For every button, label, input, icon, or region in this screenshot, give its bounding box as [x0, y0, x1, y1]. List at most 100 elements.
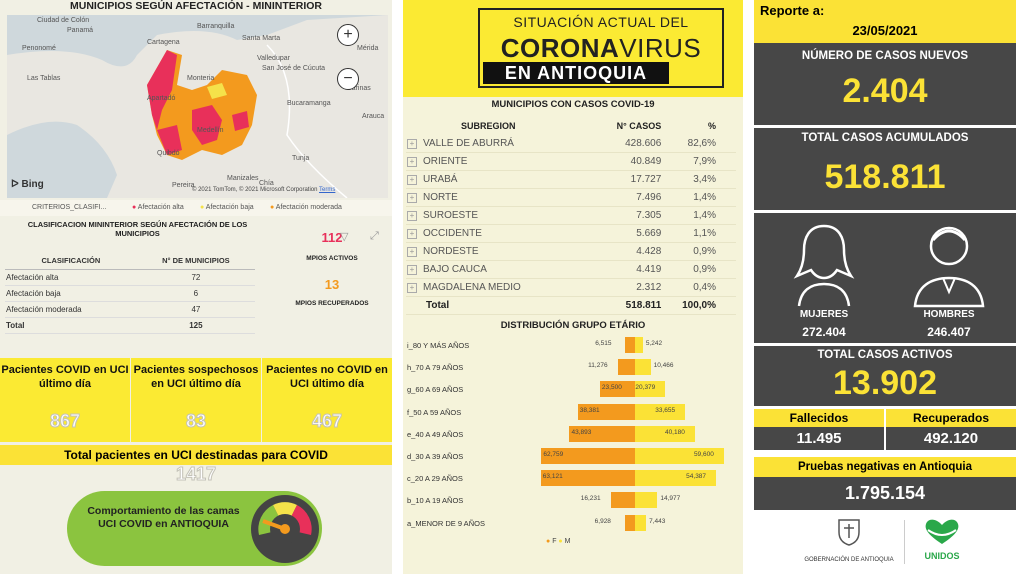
expand-plus-icon[interactable]: +: [407, 193, 417, 203]
mpios-recuperados-card: 13 MPIOS RECUPERADOS: [282, 277, 382, 307]
title-line2: CORONAVIRUS: [478, 33, 724, 64]
map-drawing: [7, 15, 388, 198]
bar-male[interactable]: [635, 337, 643, 353]
table-row[interactable]: + OCCIDENTE 5.669 1,1%: [406, 224, 736, 243]
map-place: Ciudad de Colón: [37, 17, 90, 24]
affectation-map[interactable]: Ciudad de Colón Panamá Penonomé Las Tabl…: [7, 15, 388, 198]
expand-plus-icon[interactable]: +: [407, 265, 417, 275]
acumulados-label: TOTAL CASOS ACUMULADOS: [801, 132, 969, 144]
bar-female[interactable]: [618, 359, 635, 376]
column-header: %: [707, 121, 716, 131]
bar-male-label: 7,443: [649, 517, 666, 525]
table-row[interactable]: + URABÁ 17.727 3,4%: [406, 170, 736, 189]
map-place: Monteria: [187, 75, 215, 82]
bar-female[interactable]: [625, 337, 635, 353]
bar-female-label: 62,759: [543, 451, 564, 458]
table-row[interactable]: + BAJO CAUCA 4.419 0,9%: [406, 260, 736, 279]
gobernacion-text: GOBERNACIÓN DE ANTIOQUIA: [804, 557, 894, 563]
recuperados-label: Recuperados: [886, 409, 1016, 427]
bar-male[interactable]: [635, 514, 647, 531]
row-name: NORDESTE: [423, 246, 479, 257]
bar-female[interactable]: [541, 448, 635, 464]
row-name: URABÁ: [423, 174, 458, 185]
legend-item-moderada: ● Afectación moderada: [270, 204, 342, 211]
map-place: Pereira: [172, 182, 195, 189]
filter-icon[interactable]: ▽: [340, 231, 349, 243]
row-cases: 428.606: [599, 135, 663, 153]
bar-male[interactable]: [635, 425, 695, 442]
hombres-value: 246.407: [927, 325, 971, 339]
bar-male[interactable]: [635, 403, 686, 420]
column-header: SUBREGION: [461, 121, 516, 131]
expand-plus-icon[interactable]: +: [407, 211, 417, 221]
expand-plus-icon[interactable]: +: [407, 139, 417, 149]
table-row[interactable]: + NORTE 7.496 1,4%: [406, 188, 736, 207]
row-name: VALLE DE ABURRÁ: [423, 138, 514, 149]
column-header: CLASIFICACIÓN: [5, 251, 137, 270]
zoom-out-button[interactable]: −: [337, 68, 359, 90]
dot-icon: ●: [546, 538, 551, 545]
legend-label: CRITERIOS_CLASIFI...: [32, 204, 107, 211]
activos-card: TOTAL CASOS ACTIVOS 13.902: [754, 346, 1016, 406]
table-row[interactable]: + NORDESTE 4.428 0,9%: [406, 242, 736, 261]
bar-male-label: 40,180: [664, 428, 685, 436]
zoom-in-button[interactable]: +: [337, 24, 359, 46]
uci-total-banner: Total pacientes en UCI destinadas para C…: [0, 445, 392, 465]
table-row[interactable]: + SUROESTE 7.305 1,4%: [406, 206, 736, 225]
table-row[interactable]: + ORIENTE 40.849 7,9%: [406, 152, 736, 171]
uci-sospechosos-label: Pacientes sospechosos en UCI último día: [131, 358, 261, 442]
map-place: Penonomé: [22, 45, 56, 52]
bar-female[interactable]: [599, 381, 635, 398]
age-distribution-chart: i_80 Y MÁS AÑOS 6,515 5,242 h_70 A 79 AÑOS 1…: [403, 335, 743, 540]
bar-male[interactable]: [635, 470, 717, 487]
row-cases: 40.849: [599, 152, 663, 171]
age-category-label: e_40 A 49 AÑOS: [407, 429, 464, 439]
legend-item-baja: ● Afectación baja: [200, 204, 254, 211]
row-cases: 2.312: [599, 278, 663, 297]
expand-plus-icon[interactable]: +: [407, 175, 417, 185]
row-pct: 0,9%: [662, 242, 736, 261]
map-place: Cartagena: [147, 39, 180, 46]
map-place: Chía: [259, 180, 274, 187]
row-name: BAJO CAUCA: [423, 264, 487, 275]
bar-female[interactable]: [624, 514, 635, 531]
row-value: 6: [136, 285, 255, 302]
terms-link[interactable]: Terms: [319, 187, 336, 193]
age-category-label: h_70 A 79 AÑOS: [407, 363, 464, 373]
bar-female[interactable]: [540, 470, 635, 487]
expand-icon[interactable]: ⤢: [370, 230, 379, 242]
map-legend: CRITERIOS_CLASIFI... ● Afectación alta ●…: [0, 200, 392, 216]
bar-female-label: 23,500: [601, 384, 622, 392]
bar-male[interactable]: [635, 381, 666, 398]
table-row: Afectación moderada 47: [5, 301, 255, 318]
title-line3: EN ANTIOQUIA: [483, 62, 669, 84]
mpios-recuperados-label: MPIOS RECUPERADOS: [295, 300, 369, 307]
table-row[interactable]: + VALLE DE ABURRÁ 428.606 82,6%: [406, 135, 736, 153]
bar-female[interactable]: [569, 425, 635, 442]
expand-plus-icon[interactable]: +: [407, 229, 417, 239]
table-row[interactable]: + MAGDALENA MEDIO 2.312 0,4%: [406, 278, 736, 297]
bar-male[interactable]: [635, 359, 651, 376]
nuevos-label: NÚMERO DE CASOS NUEVOS: [801, 50, 969, 62]
row-name: MAGDALENA MEDIO: [423, 282, 521, 293]
bar-male[interactable]: [635, 492, 658, 509]
bing-label: Bing: [21, 179, 44, 190]
row-pct: 1,1%: [662, 224, 736, 243]
uci-section: Pacientes COVID en UCI último día Pacien…: [0, 358, 392, 486]
bar-female[interactable]: [577, 403, 635, 420]
column-header: N° CASOS: [616, 121, 662, 131]
expand-plus-icon[interactable]: +: [407, 157, 417, 167]
bar-male[interactable]: [635, 448, 724, 464]
dot-icon: ●: [132, 204, 137, 211]
bar-female[interactable]: [610, 492, 635, 509]
expand-plus-icon[interactable]: +: [407, 247, 417, 257]
expand-plus-icon[interactable]: +: [407, 283, 417, 293]
report-date-banner: Reporte a: 23/05/2021: [754, 0, 1016, 43]
dot-icon: ●: [270, 204, 275, 211]
row-cases: 17.727: [599, 170, 663, 189]
fallecidos-label: Fallecidos: [754, 409, 884, 427]
mujeres-label: MUJERES: [799, 309, 849, 320]
uci-total-label: Total pacientes en UCI destinadas para C…: [64, 448, 328, 462]
gauge-link-button[interactable]: Comportamiento de las camas UCI COVID en…: [67, 491, 322, 566]
bar-female-label: 6,515: [595, 340, 612, 347]
